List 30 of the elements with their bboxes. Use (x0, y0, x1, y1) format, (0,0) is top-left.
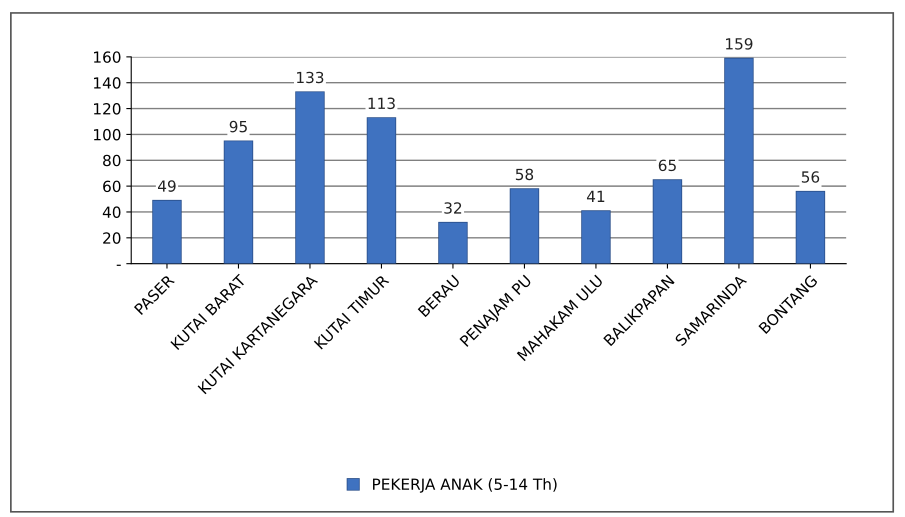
bar (295, 91, 325, 264)
y-tick-label: 140 (94, 77, 120, 89)
bar (366, 117, 396, 264)
bar (438, 222, 468, 264)
bar (581, 210, 611, 264)
y-tick-label: 120 (94, 103, 120, 115)
y-tick-label: 80 (103, 154, 120, 166)
data-label: 65 (658, 160, 676, 172)
legend-label: PEKERJA ANAK (5-14 Th) (373, 478, 557, 493)
y-tick-label: 20 (103, 232, 120, 244)
bar (652, 179, 682, 264)
data-label: 41 (586, 190, 604, 202)
bar (510, 188, 540, 264)
data-label: 159 (726, 38, 752, 50)
bar (724, 58, 754, 264)
y-tick-label: 160 (94, 51, 120, 63)
bar (224, 140, 254, 264)
data-label: 56 (802, 171, 820, 183)
y-tick-label: 60 (103, 180, 120, 192)
y-tick-label: - (116, 264, 121, 266)
bar (152, 200, 182, 264)
data-label: 133 (297, 72, 324, 84)
bar (796, 190, 826, 264)
data-label: 58 (516, 168, 534, 180)
y-tick-label: 100 (94, 128, 120, 140)
y-tick-label: 40 (102, 206, 120, 218)
data-label: 113 (368, 98, 395, 110)
data-label: 49 (158, 180, 176, 192)
data-label: 95 (230, 120, 247, 132)
data-label: 32 (444, 202, 462, 214)
